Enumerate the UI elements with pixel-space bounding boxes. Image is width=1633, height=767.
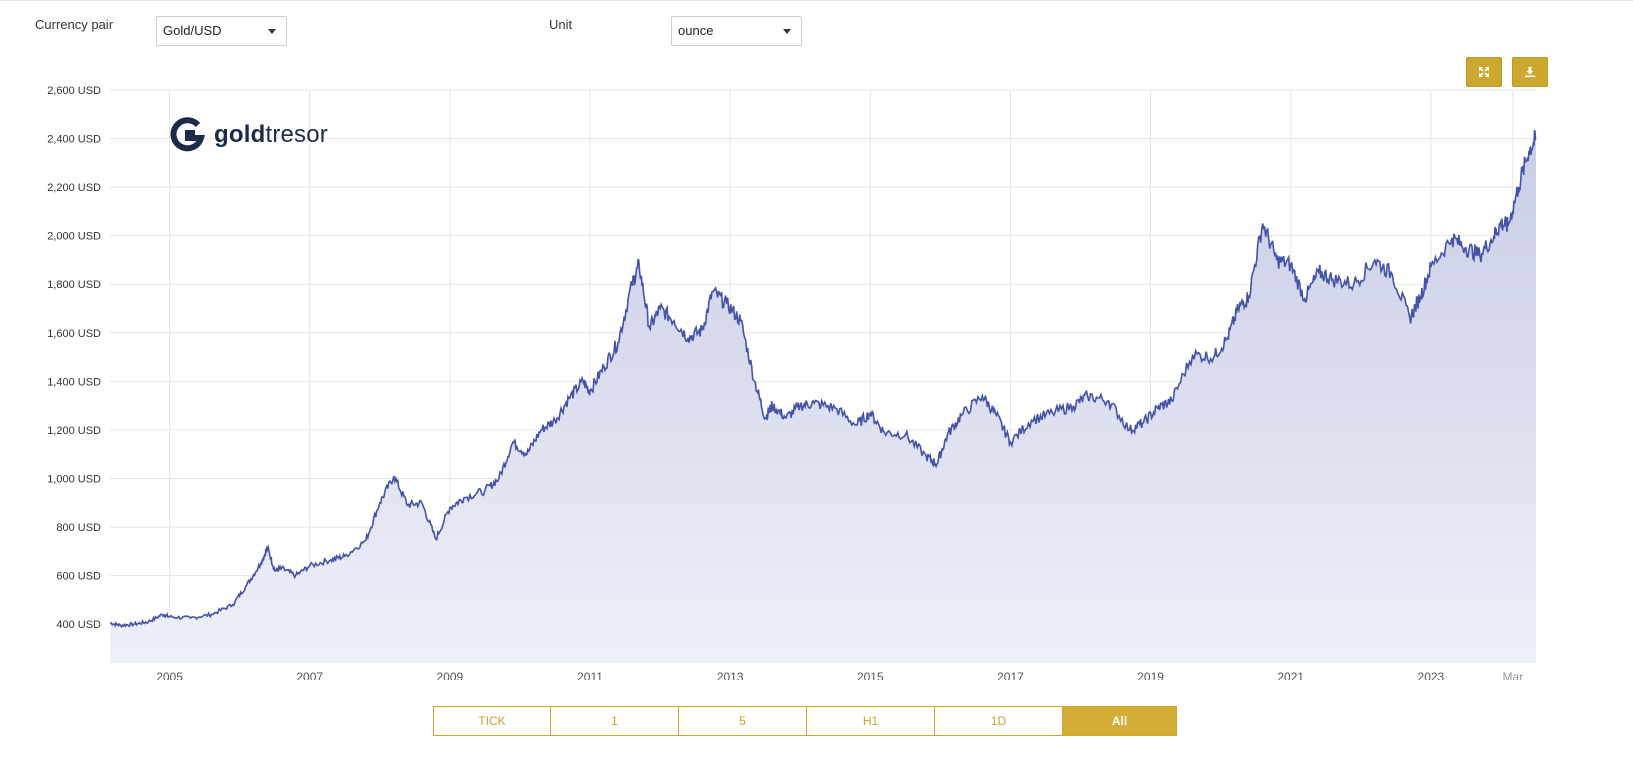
x-tick-label: Mar [1503, 670, 1524, 680]
fullscreen-button[interactable] [1466, 57, 1502, 87]
y-tick-label: 2,200 USD [47, 182, 101, 194]
download-icon [1525, 67, 1535, 78]
x-tick-label: 2015 [857, 670, 884, 680]
x-tick-label: 2019 [1137, 670, 1164, 680]
price-area [110, 130, 1536, 663]
x-tick-label: 2009 [437, 670, 464, 680]
y-tick-label: 2,600 USD [47, 85, 101, 97]
x-tick-label: 2021 [1277, 670, 1304, 680]
unit-label: Unit [549, 17, 573, 32]
currency-pair-value: Gold/USD [163, 23, 222, 38]
range-button-5[interactable]: 5 [678, 706, 807, 736]
y-tick-label: 800 USD [56, 522, 101, 534]
gold-price-chart: 400 USD 600 USD 800 USD 1,000 USD 1,200 USD 1… [47, 85, 1537, 680]
y-tick-label: 1,600 USD [47, 328, 101, 340]
x-tick-label: 2023 [1418, 670, 1445, 680]
unit-value: ounce [678, 23, 714, 38]
range-button-all[interactable]: All [1062, 706, 1177, 736]
range-button-tick[interactable]: TICK [433, 706, 551, 736]
y-tick-label: 2,400 USD [47, 134, 101, 146]
price-line [109, 129, 1537, 629]
y-tick-label: 2,000 USD [47, 231, 101, 243]
y-tick-label: 1,400 USD [47, 376, 101, 388]
top-divider [0, 0, 1633, 1]
logo-wordmark: goldtresor [214, 121, 329, 148]
y-tick-label: 1,800 USD [47, 279, 101, 291]
chevron-down-icon [268, 29, 276, 34]
expand-icon [1479, 67, 1489, 77]
chevron-down-icon [783, 29, 791, 34]
currency-pair-select[interactable]: Gold/USD [156, 16, 287, 46]
download-button[interactable] [1512, 57, 1548, 87]
y-tick-label: 1,000 USD [47, 473, 101, 485]
range-button-1[interactable]: 1 [550, 706, 679, 736]
x-axis: 2005 2007 2009 2011 2013 2015 2017 2019 2021 2023… [156, 670, 1523, 680]
x-tick-label: 2017 [997, 670, 1024, 680]
y-tick-label: 600 USD [56, 571, 101, 583]
x-tick-label: 2013 [717, 670, 744, 680]
goldtresor-logo-icon [170, 117, 205, 152]
range-button-1d[interactable]: 1D [934, 706, 1063, 736]
goldtresor-logo: goldtresor [168, 116, 328, 154]
range-selector: TICK 1 5 H1 1D All [433, 706, 1177, 736]
x-tick-label: 2007 [296, 670, 323, 680]
y-axis: 400 USD 600 USD 800 USD 1,000 USD 1,200 USD 1… [47, 85, 101, 631]
x-tick-label: 2011 [577, 670, 603, 680]
y-tick-label: 400 USD [56, 619, 101, 631]
currency-pair-label: Currency pair [35, 17, 114, 32]
unit-select[interactable]: ounce [671, 16, 802, 46]
y-tick-label: 1,200 USD [47, 425, 101, 437]
range-button-h1[interactable]: H1 [806, 706, 935, 736]
x-tick-label: 2005 [156, 670, 183, 680]
